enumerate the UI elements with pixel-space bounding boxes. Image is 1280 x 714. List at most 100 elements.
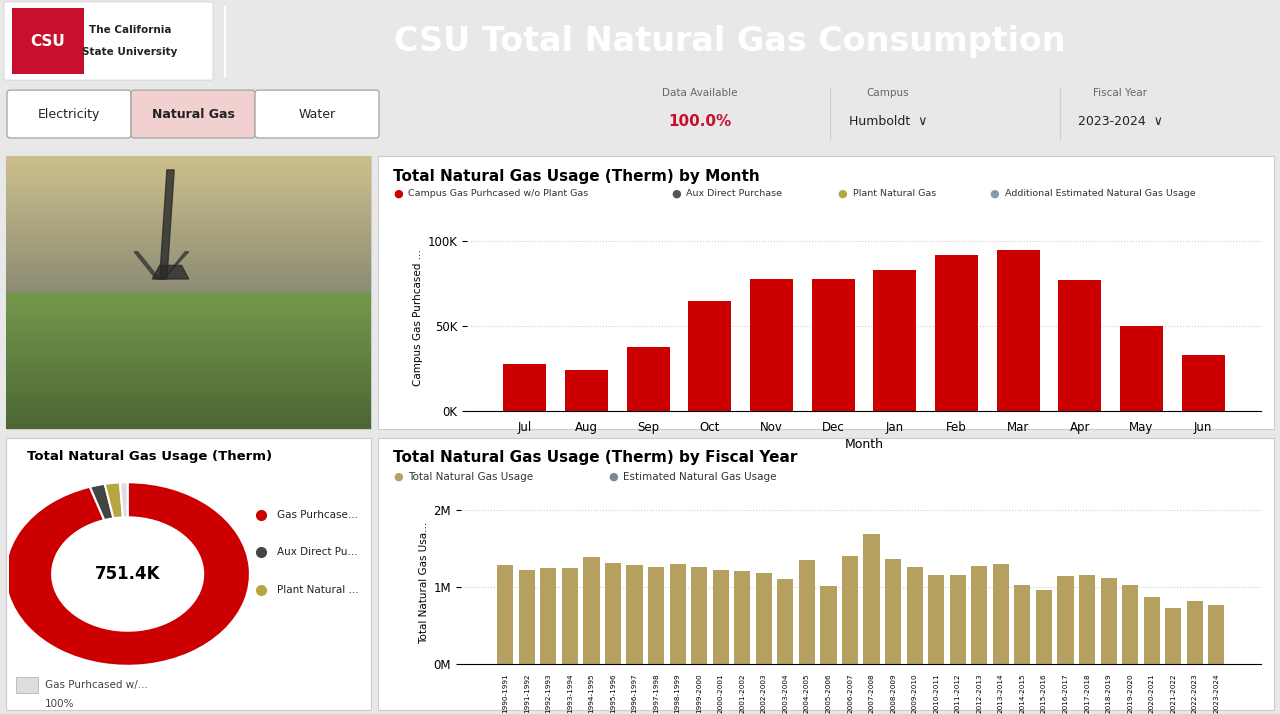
Bar xyxy=(6,402,371,405)
Bar xyxy=(1120,326,1164,411)
Bar xyxy=(6,336,371,339)
Bar xyxy=(6,227,371,230)
X-axis label: Month: Month xyxy=(845,438,883,451)
Bar xyxy=(6,273,371,276)
Text: Aux Direct Purchase: Aux Direct Purchase xyxy=(686,189,782,198)
Text: Total Natural Gas Usage (Therm) by Month: Total Natural Gas Usage (Therm) by Month xyxy=(393,169,760,184)
Bar xyxy=(934,255,978,411)
Bar xyxy=(6,320,371,323)
Bar xyxy=(6,243,371,246)
Bar xyxy=(6,328,371,331)
Bar xyxy=(6,230,371,233)
Bar xyxy=(6,236,371,238)
Text: Total Natural Gas Usage (Therm): Total Natural Gas Usage (Therm) xyxy=(27,450,273,463)
Bar xyxy=(6,298,371,301)
Bar xyxy=(6,260,371,263)
Bar xyxy=(6,222,371,224)
Bar xyxy=(6,361,371,363)
Text: The California: The California xyxy=(88,25,172,35)
Bar xyxy=(6,276,371,279)
Bar xyxy=(6,391,371,393)
Bar xyxy=(6,208,371,211)
Bar xyxy=(6,306,371,309)
Y-axis label: Total Natural Gas Usa...: Total Natural Gas Usa... xyxy=(420,522,429,644)
Bar xyxy=(6,254,371,257)
Bar xyxy=(6,410,371,413)
Bar xyxy=(6,233,371,236)
Bar xyxy=(6,356,371,358)
Bar xyxy=(6,211,371,213)
Bar xyxy=(6,189,371,192)
Polygon shape xyxy=(134,252,189,279)
Bar xyxy=(6,375,371,377)
Bar xyxy=(540,568,557,664)
Bar xyxy=(6,183,371,186)
Bar xyxy=(6,369,371,372)
Bar xyxy=(6,326,371,328)
Bar xyxy=(6,380,371,383)
Bar xyxy=(1057,576,1074,664)
Bar xyxy=(605,563,621,664)
Bar xyxy=(799,560,815,664)
Bar xyxy=(6,263,371,266)
Bar xyxy=(6,418,371,421)
Bar xyxy=(6,312,371,314)
Bar xyxy=(6,203,371,206)
Text: Data Available: Data Available xyxy=(662,88,737,98)
Bar xyxy=(6,206,371,208)
Text: 2023-2024  ∨: 2023-2024 ∨ xyxy=(1078,114,1162,128)
Text: Aux Direct Pu...: Aux Direct Pu... xyxy=(276,548,357,558)
FancyBboxPatch shape xyxy=(255,90,379,138)
Bar xyxy=(562,568,579,664)
Bar xyxy=(6,176,371,178)
Bar xyxy=(6,238,371,241)
Bar xyxy=(17,677,37,693)
Bar xyxy=(6,279,371,282)
Bar xyxy=(6,383,371,386)
Bar xyxy=(6,344,371,347)
Bar xyxy=(1165,608,1181,664)
Bar xyxy=(6,296,371,298)
Bar xyxy=(497,565,513,664)
FancyBboxPatch shape xyxy=(6,90,131,138)
Bar xyxy=(6,224,371,227)
Bar xyxy=(6,290,371,293)
Text: 100%: 100% xyxy=(45,698,74,708)
Bar xyxy=(6,339,371,342)
Bar xyxy=(6,358,371,361)
Text: ●: ● xyxy=(393,472,403,482)
Wedge shape xyxy=(5,482,250,666)
Text: Total Natural Gas Usage: Total Natural Gas Usage xyxy=(408,472,534,482)
Bar xyxy=(1059,280,1101,411)
Bar xyxy=(6,170,371,173)
FancyBboxPatch shape xyxy=(4,2,212,80)
Wedge shape xyxy=(105,483,123,518)
Bar xyxy=(6,353,371,356)
Bar xyxy=(6,216,371,219)
Bar xyxy=(6,421,371,423)
Bar xyxy=(6,314,371,317)
Bar xyxy=(6,271,371,273)
Bar xyxy=(6,293,371,296)
Text: Plant Natural Gas: Plant Natural Gas xyxy=(852,189,936,198)
Bar xyxy=(884,559,901,664)
Bar xyxy=(6,156,371,159)
Bar xyxy=(1123,585,1138,664)
Bar xyxy=(689,301,731,411)
Bar xyxy=(503,363,547,411)
Y-axis label: Campus Gas Purhcased ...: Campus Gas Purhcased ... xyxy=(413,249,424,386)
Bar xyxy=(691,567,708,664)
Bar xyxy=(1187,601,1203,664)
Bar xyxy=(735,571,750,664)
Bar xyxy=(6,347,371,350)
Text: ●: ● xyxy=(393,188,403,198)
Text: CSU Total Natural Gas Consumption: CSU Total Natural Gas Consumption xyxy=(394,24,1066,58)
Bar xyxy=(1181,355,1225,411)
Bar xyxy=(750,278,794,411)
Bar xyxy=(584,558,599,664)
Bar xyxy=(12,8,84,74)
Text: Electricity: Electricity xyxy=(38,108,100,121)
Bar xyxy=(6,407,371,410)
Bar xyxy=(755,573,772,664)
Bar xyxy=(6,284,371,287)
